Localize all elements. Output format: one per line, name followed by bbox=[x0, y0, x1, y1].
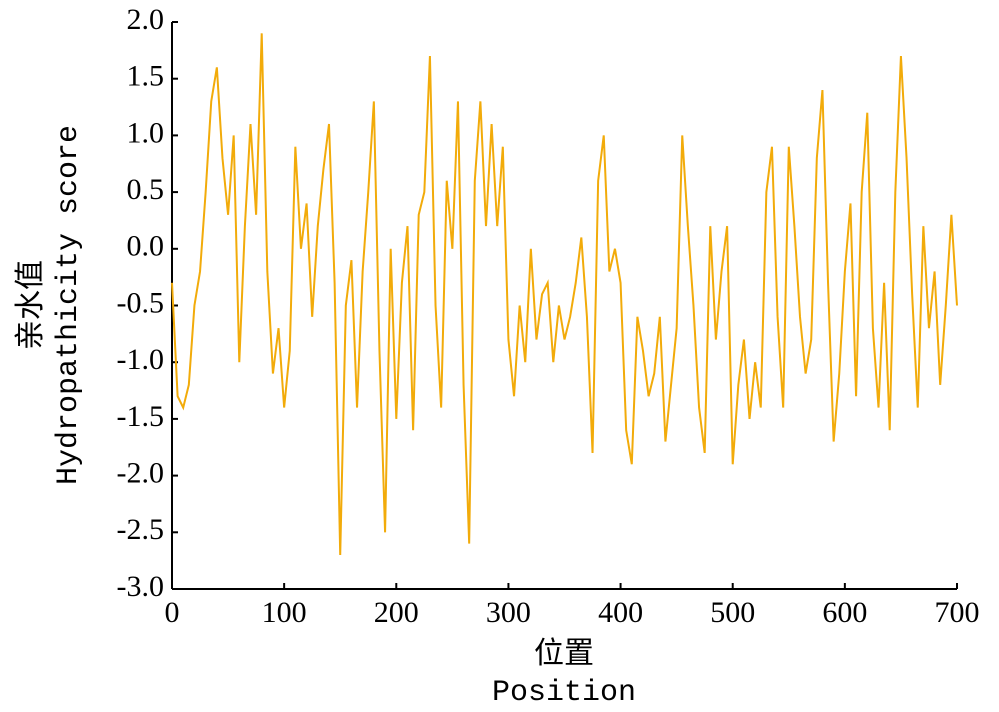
y-axis-label: Hydropathicity score bbox=[52, 125, 86, 485]
y-tick-label: 1.5 bbox=[127, 60, 165, 93]
y-tick-label: 0.0 bbox=[127, 230, 165, 263]
data-line bbox=[171, 33, 958, 556]
x-tick-label: 400 bbox=[598, 596, 643, 629]
y-tick-label: 2.0 bbox=[127, 3, 165, 36]
x-tick-label: 200 bbox=[374, 596, 419, 629]
y-tick-label: -2.5 bbox=[117, 513, 165, 546]
x-tick-label: 100 bbox=[262, 596, 307, 629]
y-axis-label-cn: 亲水值 bbox=[14, 260, 50, 350]
y-tick-label: -2.0 bbox=[117, 456, 165, 489]
y-tick-label: -3.0 bbox=[117, 570, 165, 603]
y-tick-label: -1.0 bbox=[117, 343, 165, 376]
x-axis-label-cn: 位置 bbox=[534, 637, 594, 673]
x-tick-label: 500 bbox=[710, 596, 755, 629]
y-tick-label: 1.0 bbox=[127, 116, 165, 149]
y-tick-label: -1.5 bbox=[117, 400, 165, 433]
y-tick-label: 0.5 bbox=[127, 173, 165, 206]
x-axis-label: Position bbox=[492, 676, 636, 710]
x-tick-label: 700 bbox=[935, 596, 980, 629]
y-tick-label: -0.5 bbox=[117, 286, 165, 319]
x-tick-label: 0 bbox=[165, 596, 180, 629]
x-tick-label: 600 bbox=[822, 596, 867, 629]
x-tick-label: 300 bbox=[486, 596, 531, 629]
